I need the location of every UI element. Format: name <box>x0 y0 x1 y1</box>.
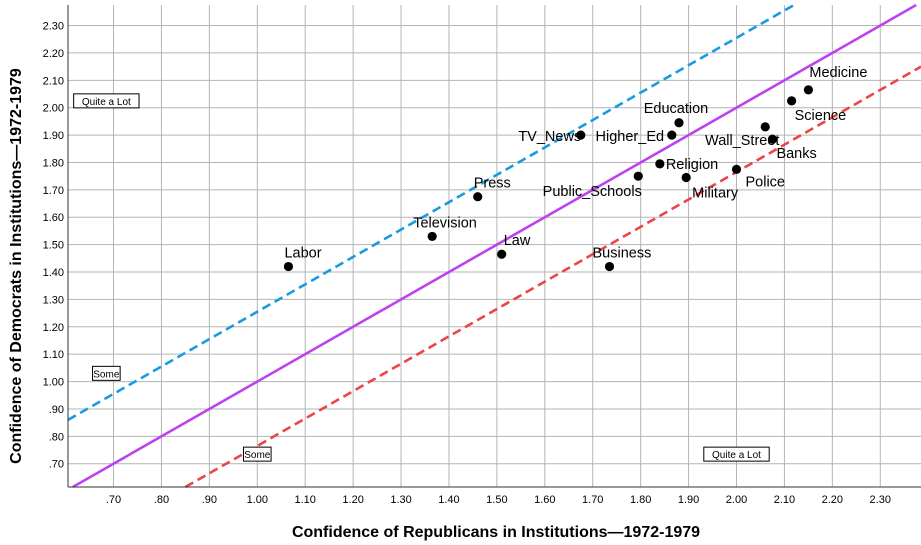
plot-frame <box>67 5 921 488</box>
data-point <box>674 118 684 128</box>
x-tick-label: 1.50 <box>486 494 507 506</box>
region-label: Quite a Lot <box>703 446 770 462</box>
x-tick-label: 1.60 <box>534 494 555 506</box>
region-label-box <box>703 446 770 462</box>
data-point <box>767 134 778 144</box>
x-tick-label: .80 <box>154 494 169 506</box>
y-tick-label: 2.30 <box>43 21 64 33</box>
y-tick-label: .80 <box>49 431 64 443</box>
y-tick-label: 1.90 <box>43 130 64 142</box>
region-label-box <box>242 446 272 462</box>
y-tick-label: 2.20 <box>43 48 64 60</box>
dashed-reference-line <box>67 3 795 422</box>
y-tick-label: 1.30 <box>43 294 64 306</box>
data-point <box>731 164 742 174</box>
data-point <box>473 192 483 202</box>
y-tick-label: 1.40 <box>43 267 64 279</box>
x-tick-label: 2.10 <box>774 494 795 506</box>
x-tick-label: 1.30 <box>390 494 411 506</box>
region-labels: Quite a Lot Some Some Quite a Lot <box>73 93 770 462</box>
y-tick-label: .90 <box>49 404 64 416</box>
region-label-text: Quite a Lot <box>82 97 131 108</box>
data-point <box>633 171 643 181</box>
point-label: Labor <box>284 246 321 262</box>
region-label-text: Some <box>93 369 120 380</box>
x-tick-label: 1.20 <box>342 494 363 506</box>
point-label: Science <box>795 108 847 124</box>
point-label: Education <box>644 101 709 117</box>
point-label: Wall_Street <box>705 133 779 149</box>
x-tick-label: 1.80 <box>630 494 651 506</box>
y-tick-label: 1.10 <box>43 349 64 361</box>
point-label: Public_Schools <box>543 184 642 200</box>
x-tick-label: 1.10 <box>294 494 315 506</box>
region-label-text: Quite a Lot <box>712 450 761 461</box>
data-point <box>803 85 813 95</box>
region-label-box <box>92 365 121 381</box>
x-tick-label: 1.90 <box>678 494 699 506</box>
data-point <box>787 96 797 106</box>
reference-lines <box>67 3 921 489</box>
point-label: Police <box>746 174 786 190</box>
data-point <box>667 130 677 140</box>
data-point <box>497 249 507 259</box>
x-tick-label: 1.70 <box>582 494 603 506</box>
y-tick-label: 1.20 <box>43 322 64 334</box>
point-label: Medicine <box>809 65 867 81</box>
y-tick-label: 1.70 <box>43 185 64 197</box>
x-tick-label: 2.00 <box>726 494 747 506</box>
x-axis-ticks: .70 .80 .90 1.00 1.10 1.20 1.30 1.40 1.50 1.60 1.7… <box>106 494 891 506</box>
x-tick-label: 2.30 <box>870 494 891 506</box>
point-label: TV_News <box>518 129 581 145</box>
data-point <box>604 261 615 272</box>
data-point <box>760 122 770 132</box>
x-tick-label: 1.00 <box>247 494 268 506</box>
x-tick-label: 2.20 <box>822 494 843 506</box>
data-point <box>576 130 586 140</box>
data-point <box>655 159 665 169</box>
dashed-reference-line <box>184 65 921 489</box>
point-label: Business <box>593 246 652 262</box>
region-label: Some <box>92 365 121 381</box>
region-label-text: Some <box>244 450 271 461</box>
region-label: Some <box>242 446 272 462</box>
y-tick-label: 2.00 <box>43 103 64 115</box>
data-point <box>427 231 437 242</box>
x-tick-label: .70 <box>106 494 121 506</box>
grid-lines <box>68 5 921 487</box>
y-tick-label: 1.60 <box>43 212 64 224</box>
equality-line <box>72 3 917 489</box>
point-label: Law <box>504 233 531 249</box>
y-tick-label: 1.00 <box>43 377 64 389</box>
x-axis-title: Confidence of Republicans in Institution… <box>292 524 700 541</box>
point-label: Religion <box>666 157 718 173</box>
y-axis-ticks: .70 .80 .90 1.00 1.10 1.20 1.30 1.40 1.50 1.60 1.7… <box>43 21 64 471</box>
point-label: Television <box>413 215 477 231</box>
x-tick-label: 1.40 <box>438 494 459 506</box>
x-tick-label: .90 <box>202 494 217 506</box>
point-label: Higher_Ed <box>596 129 665 145</box>
point-label: Military <box>692 186 739 202</box>
data-point <box>283 261 294 272</box>
y-axis-title: Confidence of Democrats in Institutions—… <box>8 68 25 464</box>
data-point <box>681 172 691 183</box>
point-label: Press <box>474 176 511 192</box>
y-tick-label: 2.10 <box>43 75 64 87</box>
point-label: Banks <box>776 146 816 162</box>
data-points: Labor Television Press Law TV_News Business Pu… <box>283 65 867 272</box>
y-tick-label: 1.80 <box>43 157 64 169</box>
y-tick-label: .70 <box>49 459 64 471</box>
region-label-box <box>73 93 140 109</box>
region-label: Quite a Lot <box>73 93 140 109</box>
y-tick-label: 1.50 <box>43 240 64 252</box>
